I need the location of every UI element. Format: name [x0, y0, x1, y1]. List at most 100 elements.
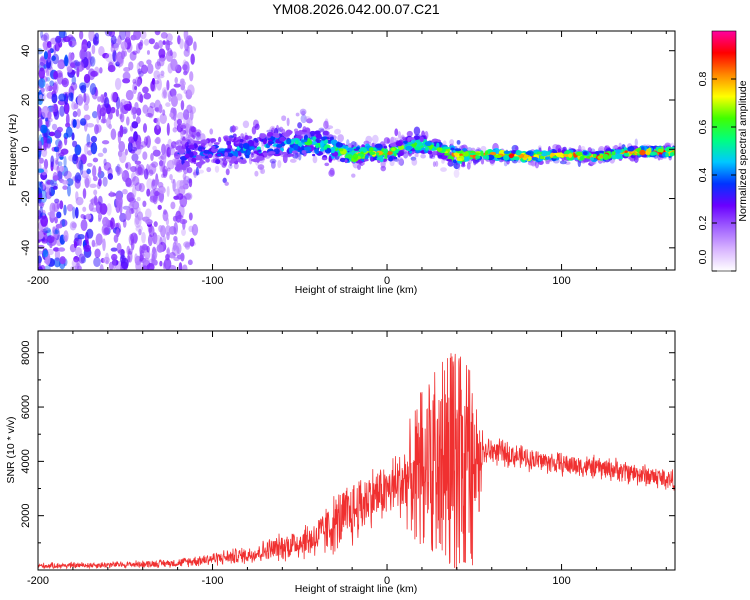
heatmap-noise-cell [156, 244, 164, 253]
heatmap-noise-cell [84, 143, 89, 155]
heatmap-ridge-cell [314, 148, 320, 154]
heatmap-noise-cell [169, 112, 174, 118]
heatmap-ridge-cell [205, 157, 210, 163]
heatmap-noise-cell [174, 77, 178, 84]
heatmap-noise-cell [53, 70, 59, 80]
heatmap-ridge-cell [452, 159, 457, 164]
heatmap-noise-cell [128, 233, 135, 246]
heatmap-scatter-cell [281, 115, 287, 122]
heatmap-scatter-cell [312, 155, 318, 164]
heatmap-noise-cell [119, 101, 124, 114]
heatmap-noise-cell [103, 227, 110, 235]
snr-x-ticks: -200 -100 0 100 [27, 331, 667, 587]
heatmap-ridge-cell [665, 152, 670, 158]
heatmap-noise-cell [40, 92, 46, 102]
heatmap-noise-cell [74, 206, 79, 219]
heatmap-noise-cell [89, 83, 97, 95]
heatmap-ridge-cell [393, 156, 398, 160]
heatmap-ridge-cell [312, 136, 317, 142]
heatmap-ridge-cell [427, 150, 433, 155]
heatmap-ridge-cell [315, 143, 319, 149]
heatmap-noise-cell [160, 70, 165, 76]
heatmap-noise-cell [164, 225, 172, 236]
heatmap-noise-cell [40, 87, 45, 93]
heatmap-ridge-cell [393, 149, 399, 154]
heatmap-noise-cell [43, 64, 47, 69]
heatmap-noise-cell [166, 167, 171, 172]
heatmap-scatter-cell [248, 157, 253, 165]
heatmap-scatter-cell [214, 165, 220, 173]
heatmap-noise-cell [156, 117, 160, 130]
heatmap-scatter-cell [297, 122, 303, 129]
heatmap-noise-cell [45, 57, 53, 71]
heatmap-noise-cell [163, 209, 167, 215]
heatmap-noise-cell [92, 36, 100, 46]
heatmap-ridge-cell [446, 158, 453, 162]
heatmap-scatter-cell [195, 166, 199, 176]
heatmap-noise-cell [70, 265, 79, 270]
heatmap-noise-cell [54, 42, 60, 52]
heatmap-noise-cell [149, 189, 158, 201]
heatmap-noise-cell [130, 200, 135, 207]
heatmap-ridge-cell [403, 140, 408, 144]
heatmap-scatter-cell [394, 128, 399, 137]
heatmap-noise-cell [38, 244, 45, 250]
colorbar-tick-label: 0.0 [697, 250, 709, 265]
heatmap-ridge-cell [562, 153, 570, 157]
heatmap-noise-cell [99, 203, 108, 215]
heatmap-ridge-cell [648, 147, 652, 152]
heatmap-ridge-cell [383, 145, 388, 149]
heatmap-noise-cell [176, 242, 182, 255]
heatmap-noise-cell [132, 81, 138, 95]
heatmap-noise-cell [185, 123, 190, 129]
heatmap-ridge-cell [195, 162, 202, 167]
heatmap-noise-cell [158, 48, 166, 59]
heatmap-noise-cell [74, 174, 78, 183]
heatmap-ridge-cell [568, 153, 573, 158]
heatmap-noise-cell [63, 204, 67, 216]
heatmap-noise-cell [69, 40, 73, 47]
heatmap-ridge-cell [531, 157, 539, 161]
heatmap-noise-cell [159, 260, 163, 267]
heatmap-noise-cell [160, 32, 168, 39]
heatmap-noise-cell [88, 31, 95, 42]
heatmap-noise-cell [93, 189, 98, 196]
heatmap-noise-cell [80, 219, 88, 231]
heatmap-noise-cell [171, 51, 177, 59]
heatmap-ridge-cell [454, 148, 462, 152]
heatmap-ridge-cell [431, 150, 438, 156]
heatmap-noise-cell [172, 178, 176, 192]
heatmap-ridge-cell [297, 141, 302, 147]
heatmap-noise-cell [76, 108, 81, 117]
heatmap-ridge-cell [189, 151, 194, 158]
heatmap-noise-cell [46, 235, 55, 244]
heatmap-noise-cell [38, 265, 43, 270]
heatmap-noise-cell [116, 166, 123, 175]
heatmap-ridge-cell [228, 137, 233, 142]
heatmap-scatter-cell [270, 160, 276, 169]
heatmap-ridge-cell [262, 138, 267, 145]
heatmap-noise-cell [145, 112, 153, 118]
heatmap-noise-cell [125, 177, 132, 187]
heatmap-ridge-cell [437, 154, 443, 158]
heatmap-ridge-cell [436, 142, 440, 149]
heatmap-scatter-cell [295, 112, 300, 117]
heatmap-ridge-cell [213, 142, 220, 145]
heatmap-noise-cell [128, 61, 134, 71]
heatmap-scatter-cell [254, 123, 260, 130]
heatmap-noise-cell [87, 150, 93, 156]
heatmap-ridge-cell [303, 146, 312, 151]
heatmap-noise-cell [176, 93, 183, 101]
heatmap-ridge-cell [555, 152, 563, 158]
heatmap-noise-cell [56, 203, 60, 210]
heatmap-noise-cell [72, 206, 76, 219]
heatmap-noise-cell [183, 193, 192, 200]
heatmap-noise-cell [119, 151, 127, 164]
heatmap-noise-cell [135, 206, 141, 214]
heatmap-noise-cell [110, 91, 117, 103]
heatmap-noise-cell [188, 212, 193, 221]
heatmap-scatter-cell [206, 166, 212, 173]
heatmap-noise-cell [83, 93, 90, 106]
heatmap-ridge-cell [191, 157, 197, 163]
heatmap-scatter-cell [406, 130, 413, 138]
